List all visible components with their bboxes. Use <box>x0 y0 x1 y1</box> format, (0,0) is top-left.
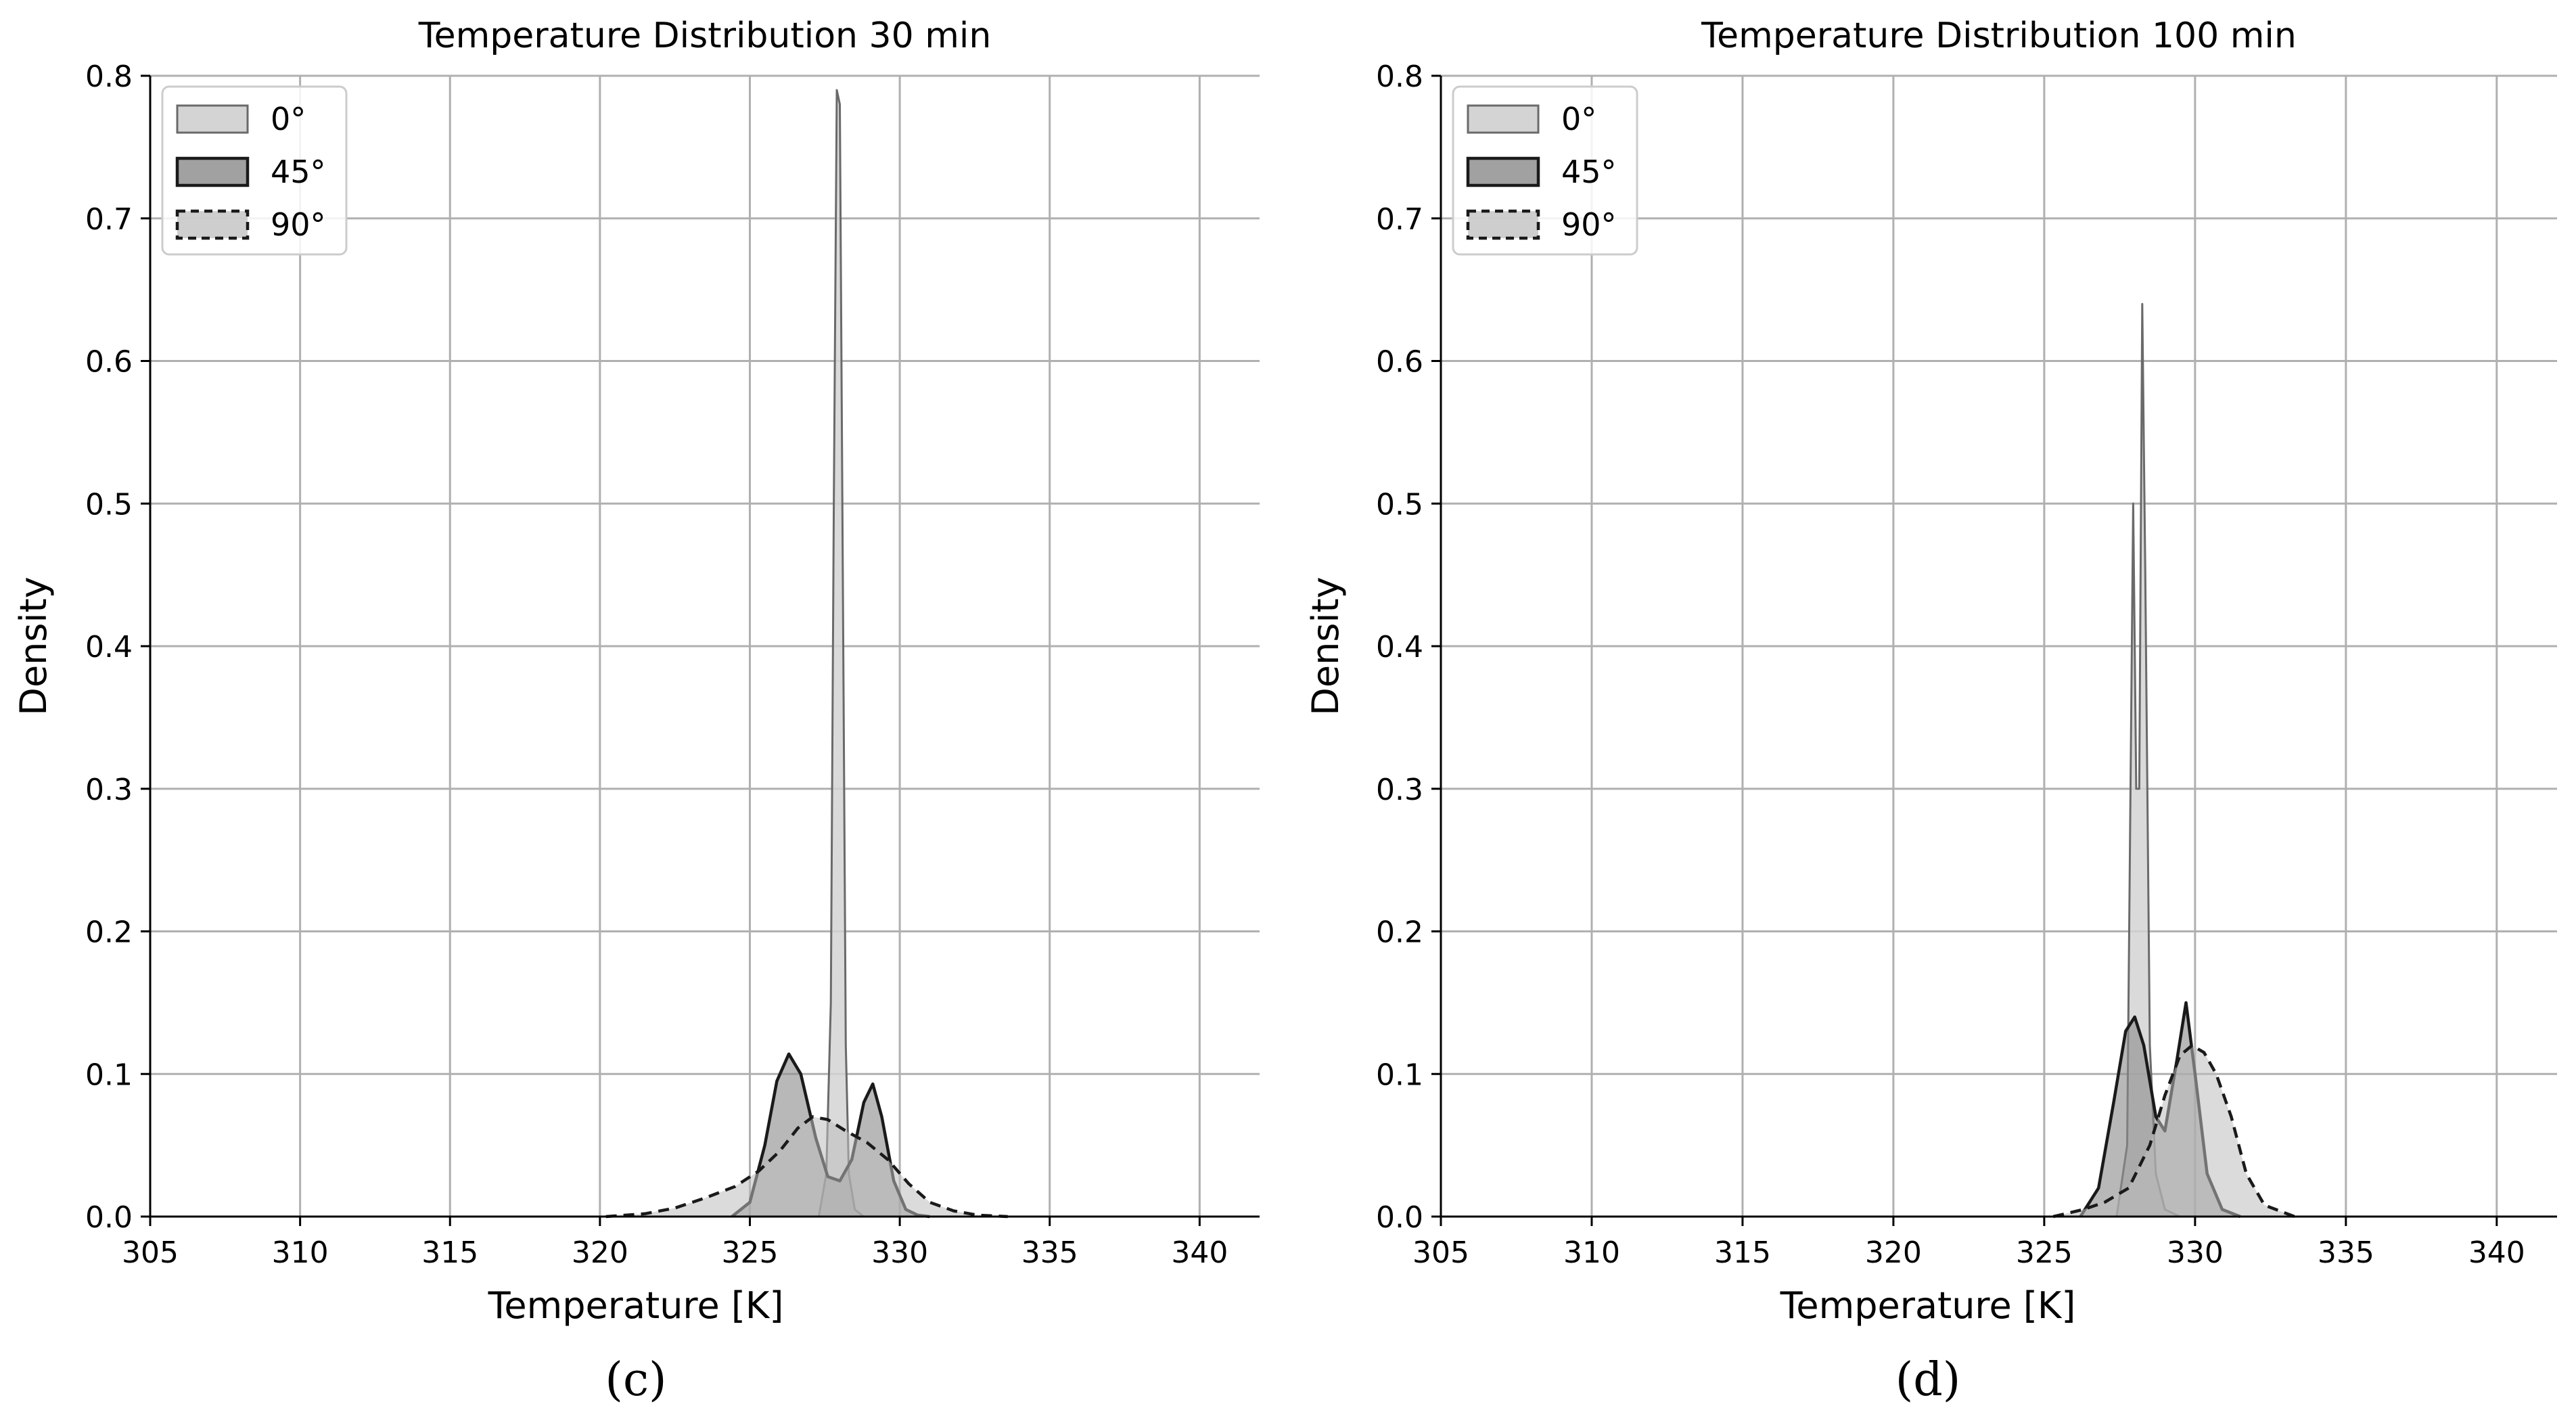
legend-swatch-2 <box>175 156 250 187</box>
grid <box>1441 74 2557 1217</box>
legend-label-1: 0° <box>1561 101 1596 137</box>
y-tick-label: 0.5 <box>85 487 133 522</box>
x-tick-label: 310 <box>272 1236 329 1270</box>
chart-title: Temperature Distribution 30 min <box>418 16 992 56</box>
y-axis-label: Density <box>12 576 55 715</box>
legend-label-1: 0° <box>271 101 306 137</box>
y-tick-label: 0.2 <box>1376 915 1423 950</box>
panel-label: (c) <box>605 1353 666 1407</box>
y-tick-label: 0.7 <box>85 202 133 237</box>
y-tick-label: 0.8 <box>85 60 133 94</box>
x-tick-label: 330 <box>2167 1236 2224 1270</box>
legend-label-2: 45° <box>271 154 326 190</box>
legend-label-3: 90° <box>1561 206 1617 243</box>
y-tick-label: 0.8 <box>1376 60 1423 94</box>
y-axis-label: Density <box>1304 576 1347 715</box>
legend-swatch-3 <box>175 209 250 240</box>
y-tick-label: 0.6 <box>1376 345 1423 380</box>
x-tick-label: 320 <box>572 1236 628 1270</box>
x-tick-label: 325 <box>721 1236 778 1270</box>
legend-swatch-1 <box>1467 104 1540 134</box>
grid <box>150 74 1260 1217</box>
chart-panel-2: 305 310 315 320 325 330 335 340 0.0 0.1 0.2 0.3 0.4 0… <box>1304 16 2557 1407</box>
legend-swatch-2 <box>1466 156 1540 187</box>
y-tick-label: 0.0 <box>85 1200 133 1235</box>
series-line-3 <box>605 1115 1008 1219</box>
series-area-3 <box>2053 1045 2295 1217</box>
legend-swatch-1 <box>176 104 249 134</box>
y-tick-label: 0.6 <box>85 345 133 380</box>
x-tick-label: 335 <box>2318 1236 2374 1270</box>
legend-label-3: 90° <box>271 206 326 243</box>
x-tick-label: 305 <box>122 1236 179 1270</box>
chart-panel-1: 305 310 315 320 325 330 335 340 0.0 0.1 0.2 0.3 0.4 0… <box>12 16 1260 1407</box>
x-tick-label: 340 <box>2468 1236 2525 1270</box>
x-tick-label: 330 <box>871 1236 928 1270</box>
series-area-3 <box>605 1116 1008 1217</box>
series-area-1 <box>2116 304 2180 1217</box>
y-tick-label: 0.5 <box>1376 487 1423 522</box>
y-tick-label: 0.3 <box>85 773 133 807</box>
y-tick-label: 0.4 <box>1376 630 1423 664</box>
x-axis-label: Temperature [K] <box>488 1284 784 1327</box>
y-tick-label: 0.1 <box>85 1058 133 1092</box>
y-tick-label: 0.1 <box>1376 1058 1423 1092</box>
x-tick-label: 315 <box>1714 1236 1771 1270</box>
x-tick-label: 325 <box>2016 1236 2073 1270</box>
chart-title: Temperature Distribution 100 min <box>1701 16 2297 56</box>
x-tick-label: 340 <box>1171 1236 1228 1270</box>
x-tick-label: 305 <box>1412 1236 1469 1270</box>
y-tick-label: 0.7 <box>1376 202 1423 237</box>
x-tick-label: 315 <box>421 1236 478 1270</box>
x-tick-label: 310 <box>1563 1236 1620 1270</box>
legend: 0° 45° 90° <box>161 85 348 256</box>
legend: 0° 45° 90° <box>1452 85 1638 256</box>
series-line-3 <box>2052 1043 2295 1219</box>
y-tick-label: 0.4 <box>85 630 133 664</box>
y-tick-label: 0.2 <box>85 915 133 950</box>
y-tick-label: 0.0 <box>1376 1200 1423 1235</box>
x-axis-label: Temperature [K] <box>1780 1284 2076 1327</box>
legend-swatch-3 <box>1466 209 1540 240</box>
series-area-1 <box>819 90 864 1217</box>
legend-label-2: 45° <box>1561 154 1617 190</box>
x-tick-label: 320 <box>1865 1236 1922 1270</box>
x-tick-label: 335 <box>1021 1236 1078 1270</box>
y-tick-label: 0.3 <box>1376 773 1423 807</box>
panel-label: (d) <box>1895 1353 1961 1407</box>
